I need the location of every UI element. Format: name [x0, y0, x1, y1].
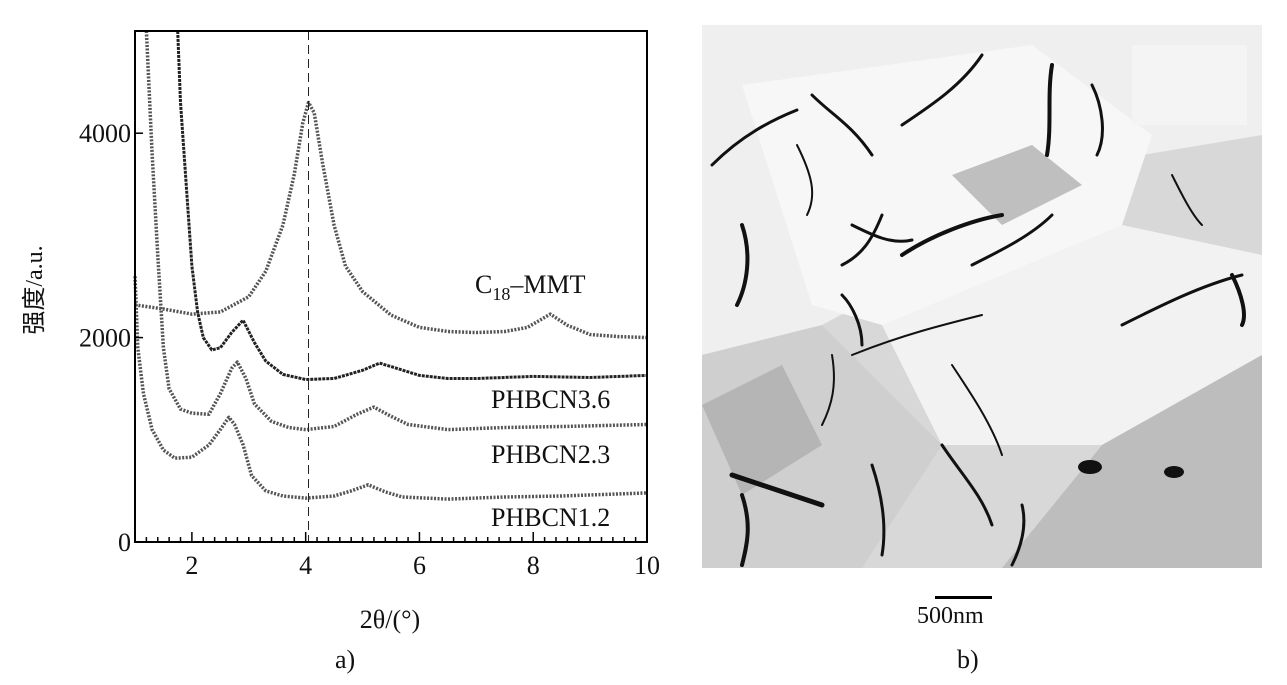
- x-tick-label: 6: [413, 551, 426, 580]
- series-label-phbcn2-3: PHBCN2.3: [491, 440, 610, 469]
- x-axis-label: 2θ/(°): [360, 605, 420, 634]
- clay-platelets: [710, 53, 1246, 567]
- series-line-c18-mmt: [134, 100, 648, 340]
- series-line-phbcn3-6: [176, 30, 648, 381]
- tem-micrograph: [702, 25, 1262, 568]
- y-tick-label: 4000: [79, 119, 131, 148]
- y-axis-label: 强度/a.u.: [21, 245, 48, 334]
- series-line-phbcn1-2: [133, 276, 648, 501]
- caption-a: a): [335, 645, 356, 674]
- x-tick-label: 2: [185, 551, 198, 580]
- x-tick-label: 10: [634, 551, 660, 580]
- x-tick-label: 4: [299, 551, 312, 580]
- caption-b: b): [957, 645, 979, 674]
- series-label-c18-mmt: C18–MMT: [475, 270, 586, 304]
- series-layer: [133, 30, 648, 501]
- series-label-phbcn1-2: PHBCN1.2: [491, 503, 610, 532]
- series-line-phbcn2-3: [144, 30, 648, 432]
- y-tick-label: 0: [118, 528, 131, 557]
- y-tick-label: 2000: [79, 324, 131, 353]
- x-tick-label: 8: [527, 551, 540, 580]
- ticks-layer: 2 4 6 8 10 0 2000 4000: [79, 119, 660, 580]
- scale-bar-label: 500nm: [917, 603, 984, 629]
- series-label-phbcn3-6: PHBCN3.6: [491, 385, 610, 414]
- xrd-chart: 2 4 6 8 10 0 2000 4000 C18–MMT PHBCN3.6 PHBCN2.…: [21, 30, 660, 634]
- plot-frame: [134, 30, 648, 543]
- scale-bar: [935, 596, 992, 599]
